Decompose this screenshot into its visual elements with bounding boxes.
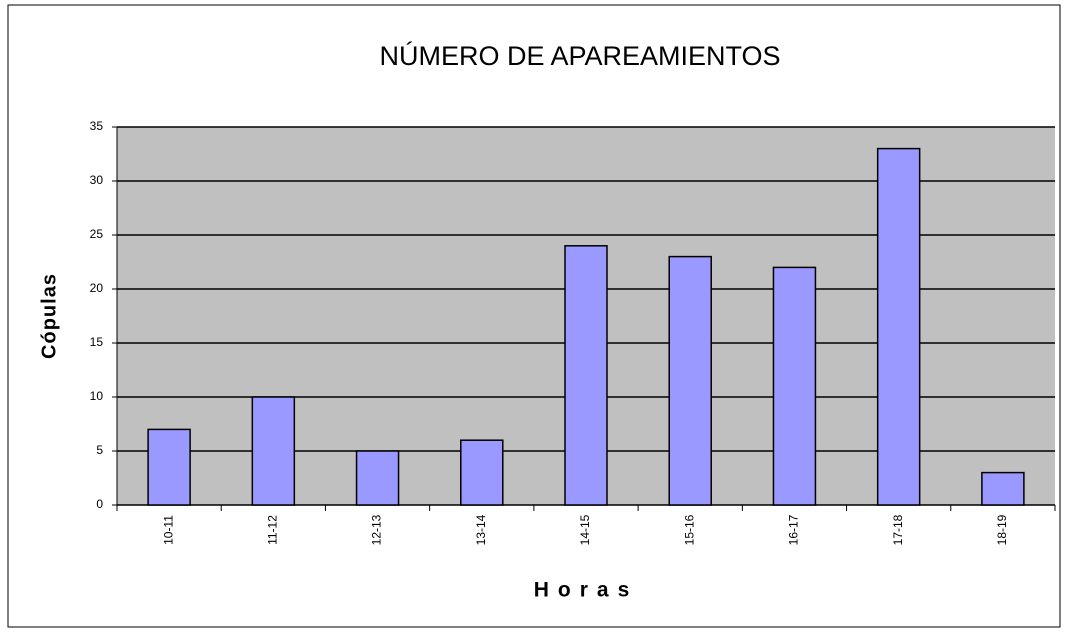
x-tick-label: 10-11 [161,515,175,545]
bar [147,428,191,506]
bar [355,450,400,506]
x-tick-label: 11-12 [266,515,280,545]
bar [772,266,817,506]
y-tick-label: 20 [90,281,104,295]
y-tick-label: 25 [90,227,104,241]
chart-title: NÚMERO DE APAREAMIENTOS [379,40,780,71]
x-tick-label: 15-16 [682,514,696,545]
bar [460,439,504,506]
x-tick-label: 17-18 [891,514,905,545]
x-tick-label: 16-17 [787,514,801,545]
bar [981,471,1025,506]
x-tick-label: 13-14 [474,514,488,545]
x-tick-label: 12-13 [370,514,384,545]
bar [564,245,608,506]
y-tick-label: 35 [90,119,104,133]
y-tick-label: 15 [90,335,104,349]
bar [668,255,712,506]
y-axis-label: Cópulas [38,273,60,359]
y-tick-label: 5 [96,443,103,457]
bar [251,396,296,506]
x-tick-label: 18-19 [995,514,1009,545]
y-tick-label: 30 [90,173,104,187]
y-tick-label: 10 [90,389,104,403]
y-tick-label: 0 [96,497,103,511]
bar [876,147,921,506]
x-axis-label: Horas [534,579,639,602]
x-tick-label: 14-15 [578,514,592,545]
